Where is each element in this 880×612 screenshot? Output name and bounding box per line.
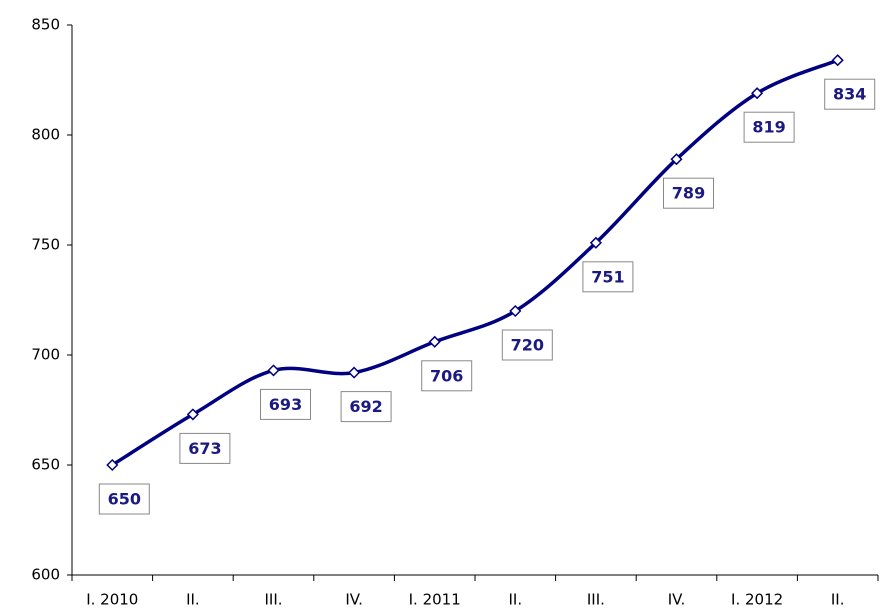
marker bbox=[589, 236, 602, 249]
marker bbox=[670, 153, 683, 166]
x-tick-label: IV. bbox=[345, 591, 363, 609]
y-tick-label: 750 bbox=[31, 236, 60, 254]
marker bbox=[428, 335, 441, 348]
data-label-box bbox=[179, 432, 231, 464]
data-label: 751 bbox=[591, 267, 624, 286]
data-label-box bbox=[743, 111, 795, 143]
data-label: 692 bbox=[349, 397, 382, 416]
data-label-box bbox=[501, 329, 553, 361]
data-label: 720 bbox=[511, 336, 544, 355]
x-tick-label: II. bbox=[831, 591, 845, 609]
marker bbox=[831, 54, 844, 67]
line bbox=[111, 58, 839, 467]
data-label-box bbox=[260, 388, 311, 420]
y-tick-label: 700 bbox=[31, 346, 60, 364]
data-label-box bbox=[824, 78, 876, 110]
data-label-box bbox=[421, 360, 473, 392]
x-tick-label: II. bbox=[508, 591, 522, 609]
x-tick-label: II. bbox=[186, 591, 200, 609]
data-label-box bbox=[663, 177, 714, 209]
marker bbox=[751, 87, 764, 100]
data-label-box bbox=[98, 483, 150, 515]
marker bbox=[186, 408, 199, 421]
y-tick-label: 650 bbox=[31, 456, 60, 474]
data-label: 650 bbox=[108, 490, 141, 509]
data-label: 834 bbox=[833, 85, 866, 104]
data-label-box bbox=[582, 261, 634, 293]
y-tick-label: 850 bbox=[31, 16, 60, 34]
data-label: 819 bbox=[752, 118, 785, 137]
x-tick-label: I. 2012 bbox=[731, 591, 783, 609]
data-label: 673 bbox=[188, 439, 221, 458]
x-tick-label: I. 2011 bbox=[409, 591, 461, 609]
marker bbox=[267, 364, 280, 377]
data-label: 789 bbox=[672, 184, 705, 203]
x-tick-label: III. bbox=[587, 591, 605, 609]
x-tick-label: III. bbox=[264, 591, 282, 609]
x-tick-label: IV. bbox=[668, 591, 686, 609]
y-tick-label: 600 bbox=[31, 566, 60, 584]
data-label-box bbox=[340, 391, 392, 423]
marker bbox=[106, 458, 119, 472]
x-tick-label: I. 2010 bbox=[86, 591, 138, 609]
data-label: 693 bbox=[269, 395, 302, 414]
data-label: 706 bbox=[430, 366, 463, 385]
marker bbox=[348, 366, 361, 379]
y-tick-label: 800 bbox=[31, 126, 60, 144]
marker bbox=[509, 304, 522, 318]
